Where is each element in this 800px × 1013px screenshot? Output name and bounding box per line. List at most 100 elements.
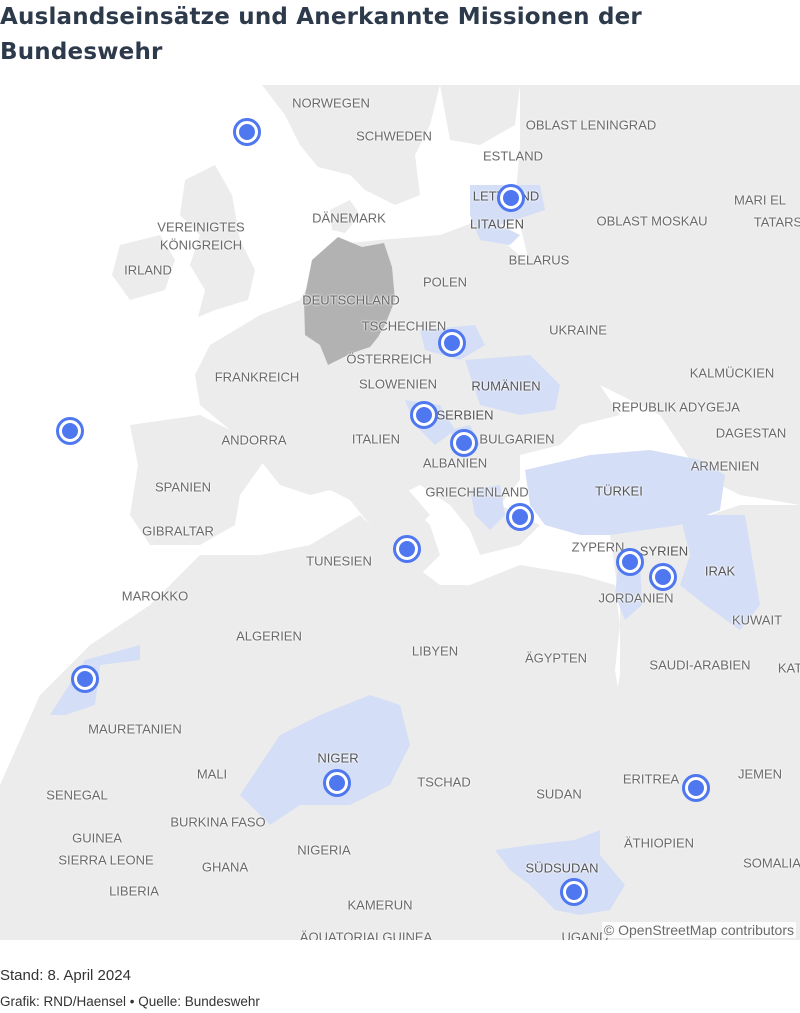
marker-red-sea[interactable] — [682, 774, 710, 802]
map-label: TÜRKEI — [595, 483, 643, 499]
map-label: SYRIEN — [639, 543, 689, 559]
marker-lettland[interactable] — [497, 184, 525, 212]
stand-date: Stand: 8. April 2024 — [0, 967, 131, 984]
page-title: Auslandseinsätze und Anerkannte Missione… — [0, 4, 642, 65]
map-label: ARMENIEN — [690, 458, 760, 474]
map-label: JEMEN — [737, 766, 783, 782]
map-base — [0, 85, 800, 940]
map-label: DÄNEMARK — [312, 210, 386, 226]
map-attribution[interactable]: © OpenStreetMap contributors — [601, 922, 796, 938]
map-label: NIGER — [317, 750, 359, 766]
map-label: MAURETANIEN — [88, 721, 182, 737]
marker-bosnia[interactable] — [410, 401, 438, 429]
map-label: ÖSTERREICH — [346, 351, 432, 367]
marker-syria-iraq[interactable] — [649, 563, 677, 591]
map-label: REPUBLIK ADYGEJA — [612, 399, 740, 415]
marker-mediterranean[interactable] — [393, 535, 421, 563]
map-label: GRIECHENLAND — [425, 484, 529, 500]
map-label: ÄQUATORIALGUINEA — [299, 929, 433, 941]
land-irak — [680, 515, 760, 630]
map-label: IRAK — [704, 563, 736, 579]
land-rumaenien — [465, 355, 560, 415]
map-label: ALBANIEN — [422, 455, 488, 471]
marker-western-sahara[interactable] — [71, 665, 99, 693]
map-label: ESTLAND — [483, 148, 543, 164]
land-aegean — [470, 485, 505, 530]
marker-kosovo[interactable] — [450, 429, 478, 457]
map-label: FRANKREICH — [214, 369, 300, 385]
marker-suedsudan[interactable] — [560, 878, 588, 906]
map-label: KAMERUN — [347, 897, 413, 913]
map-label: GHANA — [201, 859, 249, 875]
credit-source: Grafik: RND/Haensel • Quelle: Bundeswehr — [0, 994, 260, 1009]
land-deutschland — [304, 237, 395, 365]
land-denmark — [330, 200, 360, 233]
map-label: SAUDI-ARABIEN — [649, 657, 751, 673]
map-label: KALMÜCKIEN — [689, 365, 775, 381]
map-label: LIBYEN — [411, 643, 459, 659]
marker-atlantic[interactable] — [56, 417, 84, 445]
marker-niger[interactable] — [323, 769, 351, 797]
map-label: ERITREA — [622, 771, 680, 787]
map-label: LITAUEN — [470, 216, 524, 232]
map-label: ÄTHIOPIEN — [623, 835, 695, 851]
land-great-britain — [180, 165, 255, 317]
map-label: ZYPERN — [571, 539, 625, 555]
land-libanon — [615, 560, 642, 620]
map-label: ÄGYPTEN — [524, 650, 588, 666]
map-label: OBLAST LENINGRAD — [525, 117, 657, 133]
map-label: TATARS — [753, 214, 800, 230]
map-label: TUNESIEN — [306, 553, 372, 569]
map-label: BELARUS — [508, 252, 570, 268]
map-label: ALGERIEN — [236, 628, 302, 644]
map[interactable]: NORWEGEN SCHWEDEN OBLAST LENINGRAD ESTLA… — [0, 85, 800, 940]
land-niger — [240, 695, 410, 825]
map-label: MAROKKO — [121, 588, 189, 604]
marker-norwegian-sea[interactable] — [233, 118, 261, 146]
map-label: JORDANIEN — [598, 590, 674, 606]
map-label: BULGARIEN — [479, 431, 555, 447]
land-iberia — [130, 415, 265, 545]
land-scandinavia — [262, 85, 440, 205]
map-label: MALI — [196, 766, 228, 782]
map-label: POLEN — [422, 274, 468, 290]
map-label: SIERRA LEONE — [58, 852, 154, 868]
map-label: SOMALIA — [743, 855, 800, 871]
land-russia — [515, 85, 800, 505]
map-label: TSCHAD — [417, 774, 471, 790]
map-label: SCHWEDEN — [356, 128, 432, 144]
land-ireland — [112, 235, 175, 300]
land-finland — [440, 85, 520, 145]
marker-lebanon[interactable] — [616, 548, 644, 576]
map-label: UGAND — [561, 929, 609, 941]
map-label: RUMÄNIEN — [471, 378, 541, 394]
land-turkey — [525, 450, 725, 535]
map-label: SLOWENIEN — [358, 376, 438, 392]
map-label: SÜDSUDAN — [525, 860, 599, 876]
marker-hungary-slovakia[interactable] — [438, 329, 466, 357]
map-label: VEREINIGTES — [157, 219, 245, 235]
land-litauen — [470, 215, 520, 245]
map-label: UKRAINE — [549, 322, 607, 338]
map-label: SPANIEN — [154, 479, 212, 495]
marker-aegean[interactable] — [506, 503, 534, 531]
land-suedsudan — [495, 830, 625, 915]
map-label: TSCHECHIEN — [361, 318, 447, 334]
map-label: ITALIEN — [351, 431, 401, 447]
map-label: DEUTSCHLAND — [302, 292, 400, 308]
map-label: KUWAIT — [731, 612, 783, 628]
map-label: BURKINA FASO — [170, 814, 266, 830]
map-label: KÖNIGREICH — [159, 237, 243, 253]
land-continental-europe — [195, 220, 620, 575]
map-label: ANDORRA — [221, 432, 287, 448]
map-label: DAGESTAN — [715, 425, 787, 441]
map-label: NORWEGEN — [292, 95, 370, 111]
map-label: SUDAN — [536, 786, 582, 802]
land-italy — [330, 415, 430, 525]
map-label: NIGERIA — [297, 842, 351, 858]
map-label: IRLAND — [124, 262, 172, 278]
map-label: GUINEA — [72, 830, 122, 846]
map-label: SERBIEN — [436, 407, 494, 423]
map-label: GIBRALTAR — [142, 523, 214, 539]
map-label: MARI EL — [733, 192, 787, 208]
